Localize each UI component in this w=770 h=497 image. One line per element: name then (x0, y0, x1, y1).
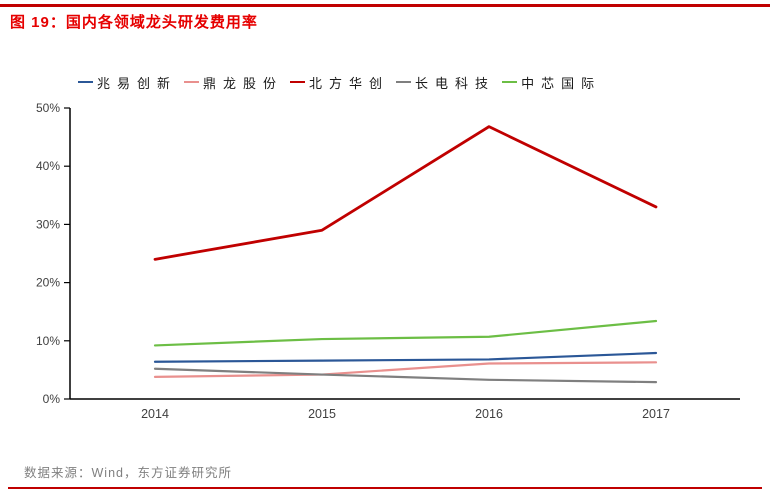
series-line-1 (153, 351, 658, 363)
legend-item: 中芯国际 (502, 73, 601, 92)
legend-label: 兆易创新 (97, 75, 178, 91)
x-tick-label: 2016 (475, 407, 503, 421)
y-tick-label: 20% (36, 276, 60, 290)
legend-swatch (184, 80, 200, 84)
x-tick-label: 2017 (642, 407, 670, 421)
data-source-note: 数据来源：Wind，东方证券研究所 (24, 466, 232, 480)
legend-item: 北方华创 (290, 73, 389, 92)
legend-swatch (396, 80, 412, 84)
y-tick-label: 30% (36, 217, 60, 231)
legend-label: 鼎龙股份 (203, 75, 284, 91)
series-line-4 (153, 367, 658, 384)
series-line-5 (153, 319, 658, 347)
legend-label: 北方华创 (309, 75, 390, 91)
x-tick-label: 2014 (141, 407, 169, 421)
chart-legend: 兆易创新 鼎龙股份 北方华创 长电科技 中芯国际 (78, 73, 601, 91)
y-tick-label: 50% (36, 101, 60, 115)
legend-item: 兆易创新 (78, 73, 177, 92)
y-tick-label: 0% (43, 392, 61, 406)
top-accent-bar (0, 4, 770, 7)
series-line-3 (153, 125, 658, 261)
y-tick-label: 40% (36, 159, 60, 173)
series-line-2 (153, 361, 658, 378)
chart-title: 图 19：国内各领域龙头研发费用率 (10, 14, 258, 31)
line-chart: 0% 10% 20% 30% 40% 50% 2014 2015 2016 2017 (36, 101, 740, 421)
legend-label: 中芯国际 (521, 75, 602, 91)
legend-item: 鼎龙股份 (184, 73, 283, 92)
bottom-accent-rule (8, 487, 762, 489)
legend-item: 长电科技 (396, 73, 495, 92)
legend-swatch (502, 80, 518, 84)
y-tick-label: 10% (36, 334, 60, 348)
legend-swatch (290, 80, 306, 84)
x-tick-label: 2015 (308, 407, 336, 421)
legend-swatch (78, 80, 93, 84)
legend-label: 长电科技 (415, 75, 496, 91)
